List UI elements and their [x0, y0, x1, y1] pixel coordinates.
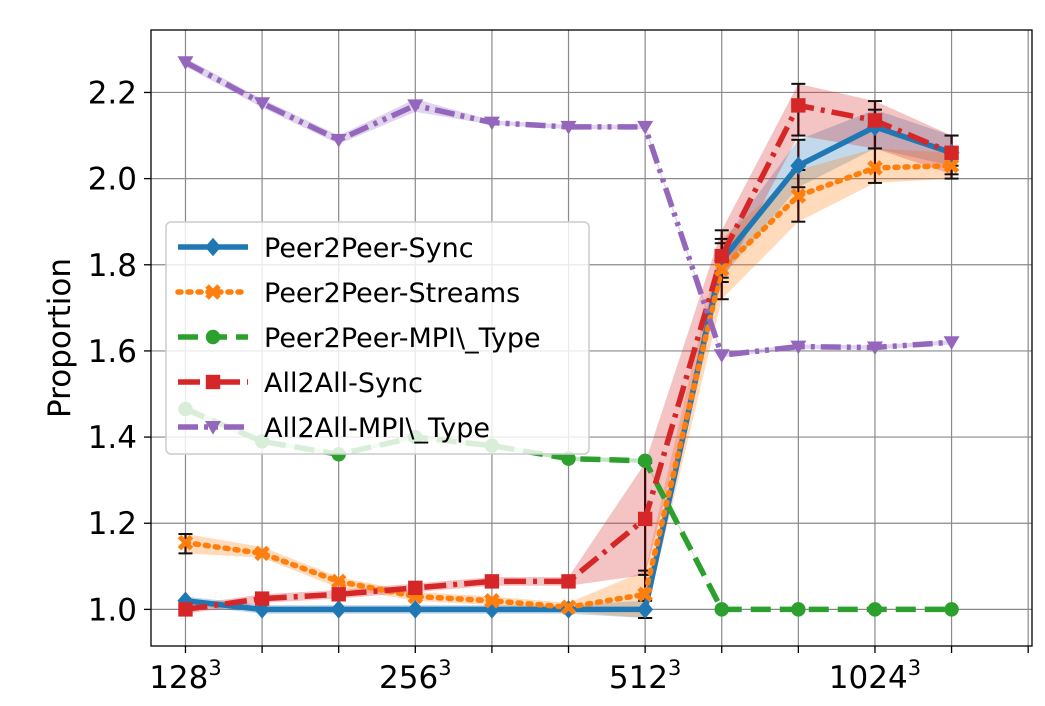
point-series-3	[178, 602, 193, 617]
legend-label: Peer2Peer-Sync	[264, 233, 474, 264]
point-series-2	[791, 602, 806, 617]
y-axis-ticks: 1.0 1.2 1.4 1.6 1.8 2.0 2.2	[88, 75, 151, 628]
point-series-4	[483, 116, 500, 131]
x-tick-label: 5123	[609, 656, 682, 696]
point-series-3	[408, 580, 423, 596]
point-series-1	[867, 160, 883, 176]
legend-entry: Peer2Peer-Streams	[175, 278, 520, 309]
x-tick-label: 1283	[149, 656, 222, 696]
point-series-3	[254, 591, 270, 606]
x-tick-label: 10243	[829, 656, 921, 696]
legend-entry: Peer2Peer-Sync	[178, 233, 474, 264]
x-tick-label: 2563	[379, 656, 452, 696]
point-series-0	[483, 600, 500, 619]
point-series-3	[484, 574, 500, 589]
legend-marker	[205, 237, 221, 257]
point-series-3	[791, 98, 806, 113]
legend-label: Peer2Peer-MPI\_Type	[264, 323, 541, 354]
y-tick-label: 1.0	[88, 592, 137, 628]
legend-label: Peer2Peer-Streams	[264, 278, 520, 309]
point-series-3	[714, 248, 729, 264]
plot-frame	[150, 29, 1033, 647]
legend-box	[165, 221, 590, 455]
y-tick-label: 1.6	[88, 334, 137, 370]
legend-entry: All2All-MPI\_Type	[178, 413, 490, 444]
y-tick-label: 1.8	[88, 248, 137, 284]
point-series-3	[637, 511, 653, 527]
point-series-4	[177, 56, 194, 70]
point-series-0	[177, 591, 194, 610]
point-series-4	[790, 340, 807, 355]
point-series-4	[330, 133, 347, 148]
point-series-4	[943, 336, 960, 350]
point-series-1	[713, 261, 730, 277]
point-series-1	[637, 586, 653, 603]
y-tick-label: 2.0	[88, 162, 137, 198]
point-series-2	[867, 602, 883, 617]
legend-marker	[205, 284, 221, 300]
legend: Peer2Peer-Sync Peer2Peer-Streams Peer2Peer…	[165, 221, 590, 455]
point-series-2	[637, 453, 653, 468]
point-series-4	[560, 120, 577, 135]
point-series-4	[713, 349, 730, 363]
legend-entry: Peer2Peer-MPI\_Type	[178, 323, 541, 354]
point-series-0	[330, 600, 347, 619]
point-series-1	[484, 593, 500, 609]
series-markers	[177, 56, 960, 619]
point-series-3	[944, 145, 959, 160]
point-series-3	[561, 574, 576, 589]
point-series-4	[254, 97, 271, 111]
legend-marker	[205, 374, 221, 390]
point-series-1	[943, 157, 960, 174]
y-tick-label: 1.2	[88, 506, 137, 542]
point-series-2	[944, 602, 959, 617]
legend-label: All2All-MPI\_Type	[264, 413, 490, 444]
point-series-1	[790, 188, 807, 204]
legend-marker	[205, 421, 221, 435]
point-series-1	[330, 573, 347, 590]
line-series-4	[184, 59, 952, 359]
x-axis-ticks: 1283 2563 5123 10243	[149, 646, 1029, 696]
point-series-0	[254, 600, 271, 619]
legend-marker	[205, 329, 221, 345]
legend-label: All2All-Sync	[264, 368, 423, 399]
legend-entry: All2All-Sync	[178, 368, 423, 399]
point-series-3	[331, 587, 346, 602]
point-series-3	[867, 113, 883, 128]
y-axis-label: Proportion	[42, 258, 78, 418]
point-series-4	[637, 120, 654, 135]
y-tick-label: 2.2	[88, 75, 137, 111]
y-tick-label: 1.4	[88, 420, 137, 456]
point-series-1	[560, 599, 577, 615]
point-series-1	[254, 545, 270, 562]
point-series-2	[561, 451, 576, 466]
point-series-0	[790, 156, 807, 175]
point-series-4	[407, 99, 424, 113]
point-series-1	[177, 534, 194, 551]
line-series-3	[185, 102, 953, 613]
point-series-0	[637, 600, 654, 619]
point-series-2	[714, 602, 729, 617]
point-series-4	[866, 341, 883, 356]
point-series-0	[407, 600, 424, 619]
